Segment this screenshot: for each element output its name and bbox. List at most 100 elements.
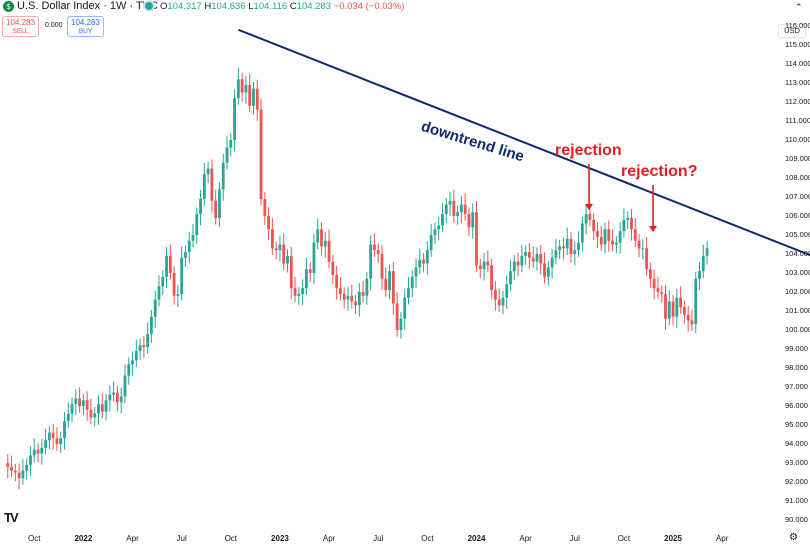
candle-up <box>252 88 255 106</box>
time-tick-label: Oct <box>617 534 631 543</box>
candle-down <box>270 229 274 249</box>
candle-up <box>278 244 282 251</box>
candle-down <box>516 261 520 266</box>
sell-label: SELL <box>12 28 29 35</box>
candle-down <box>89 409 93 418</box>
candle-down <box>478 265 482 270</box>
candle-up <box>195 214 199 235</box>
candle-down <box>308 269 312 273</box>
price-tick-label: 90.000 <box>785 515 808 524</box>
buy-button[interactable]: 104.283 BUY <box>67 16 104 37</box>
candle-up <box>584 214 588 224</box>
candle-up <box>323 240 327 247</box>
candle-down <box>671 301 675 317</box>
candle-up <box>297 293 301 296</box>
candle-down <box>539 254 543 264</box>
candle-up <box>407 288 410 298</box>
price-tick-label: 111.000 <box>785 116 810 125</box>
currency-selector[interactable]: USD <box>778 24 806 38</box>
candle-down <box>274 248 278 251</box>
candle-up <box>29 455 32 465</box>
candle-up <box>233 98 236 140</box>
candle-up <box>63 421 66 439</box>
candle-down <box>690 320 694 325</box>
tradingview-logo-icon[interactable]: TV <box>4 510 19 525</box>
close-label: C <box>289 1 297 12</box>
settings-gear-icon[interactable]: ⚙ <box>789 532 798 543</box>
candle-up <box>312 242 316 273</box>
candle-down <box>214 200 218 218</box>
candle-down <box>486 261 490 266</box>
rejection-arrow <box>585 164 593 210</box>
candle-up <box>150 316 153 334</box>
candle-up <box>459 204 463 213</box>
candle-up <box>482 261 486 270</box>
candle-up <box>501 297 505 306</box>
rejection-annotation: rejection <box>555 142 622 159</box>
time-tick-label: Oct <box>421 534 434 543</box>
candle-down <box>391 271 395 304</box>
time-tick-label: Oct <box>28 534 41 543</box>
price-tick-label: 96.000 <box>785 401 808 410</box>
candle-up <box>134 350 138 361</box>
ohlc-readout: O104.317 H104.636 L104.116 C104.283 −0.0… <box>160 1 404 12</box>
candle-up <box>202 174 206 199</box>
candle-down <box>494 290 497 300</box>
candle-down <box>660 292 664 294</box>
candle-up <box>218 189 221 218</box>
candle-down <box>361 292 365 296</box>
candle-up <box>614 242 618 245</box>
candle-down <box>373 244 376 251</box>
collapse-chevron-icon[interactable]: ⌃ <box>795 2 803 12</box>
candle-up <box>93 413 97 418</box>
candle-up <box>403 297 407 319</box>
price-tick-label: 115.000 <box>785 40 810 49</box>
market-status-icon <box>145 2 153 10</box>
candle-down <box>664 293 667 319</box>
candle-up <box>512 261 516 272</box>
price-tick-label: 103.000 <box>785 268 810 277</box>
candle-up <box>694 278 698 325</box>
symbol-title[interactable]: U.S. Dollar Index · 1W · TVC <box>17 0 158 12</box>
candle-up <box>565 238 569 249</box>
candle-down <box>342 293 346 300</box>
candle-down <box>588 214 592 220</box>
candle-up <box>21 470 25 479</box>
candle-up <box>641 248 645 250</box>
candle-down <box>78 398 81 406</box>
time-tick-label: 2023 <box>271 534 289 543</box>
candle-up <box>74 398 78 405</box>
candle-up <box>25 464 29 471</box>
candle-up <box>414 267 418 277</box>
candle-up <box>184 252 187 258</box>
candle-up <box>191 235 195 241</box>
price-tick-label: 105.000 <box>785 230 810 239</box>
sell-button[interactable]: 104.283 SELL <box>2 16 39 37</box>
candle-up <box>286 255 289 264</box>
buy-label: BUY <box>78 28 93 35</box>
candle-up <box>108 394 112 401</box>
candle-down <box>335 274 339 289</box>
candle-up <box>346 295 350 300</box>
candle-up <box>425 250 429 264</box>
open-value: 104.317 <box>167 1 202 12</box>
price-tick-label: 108.000 <box>785 173 810 182</box>
candle-up <box>40 447 44 454</box>
time-tick-label: 2025 <box>664 534 682 543</box>
annotation-arrows <box>585 164 657 232</box>
candle-down <box>531 257 535 262</box>
candle-up <box>153 299 157 317</box>
candle-up <box>410 276 414 289</box>
price-tick-label: 110.000 <box>785 135 810 144</box>
candle-down <box>331 261 335 275</box>
candle-down <box>452 200 456 216</box>
candle-up <box>580 223 584 243</box>
candle-down <box>85 400 89 410</box>
price-tick-label: 98.000 <box>785 363 808 372</box>
candle-down <box>327 240 331 262</box>
candle-down <box>17 472 21 479</box>
candle-up <box>399 318 403 330</box>
price-tick-label: 99.000 <box>785 344 808 353</box>
time-tick-label: Jul <box>176 534 187 543</box>
